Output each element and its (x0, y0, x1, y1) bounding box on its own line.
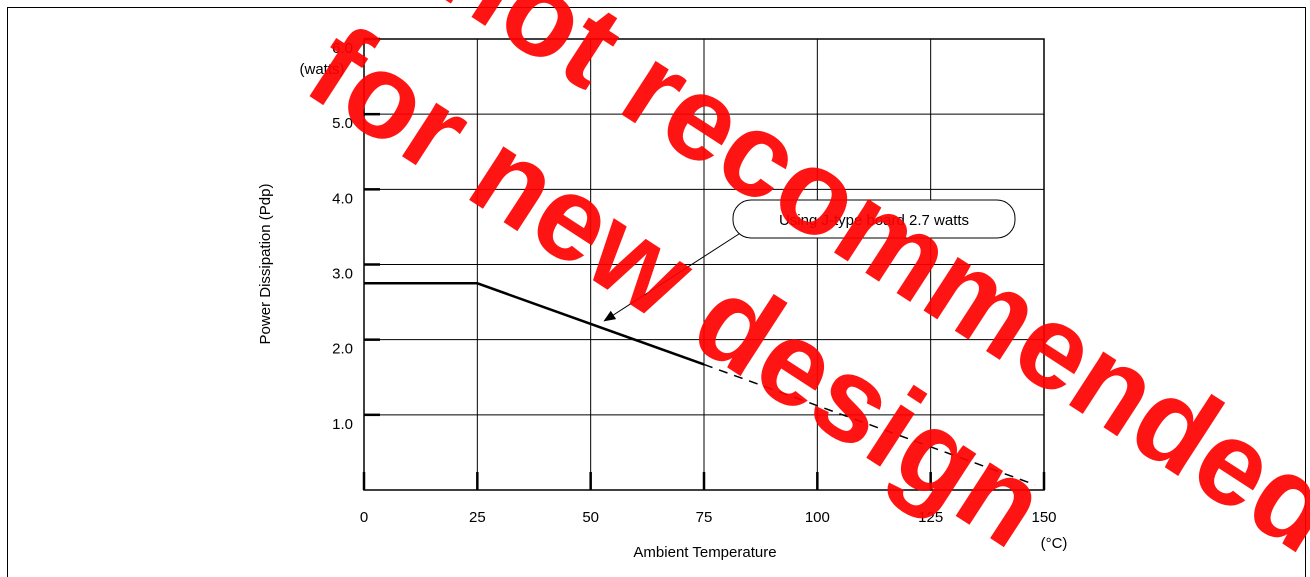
x-tick-label: 150 (1031, 509, 1056, 526)
x-tick-label: 0 (360, 509, 368, 526)
y-tick-labels: 1.0 2.0 3.0 4.0 5.0 6.0 (332, 40, 353, 433)
series-group (364, 282, 1036, 486)
x-tick-label: 25 (469, 509, 486, 526)
derating-line-dashed (703, 363, 1036, 486)
y-tick-label: 5.0 (332, 115, 353, 132)
chart-frame (7, 7, 1306, 577)
y-tick-label: 6.0 (332, 40, 353, 57)
x-tick-label: 100 (805, 509, 830, 526)
x-tick-labels: 0 25 50 75 100 125 150 (360, 509, 1057, 526)
y-tick-label: 3.0 (332, 266, 353, 283)
x-axis-label: Ambient Temperature (633, 544, 776, 561)
x-unit-label: (°C) (1041, 535, 1068, 552)
x-tick-label: 50 (582, 509, 599, 526)
y-tick-label: 1.0 (332, 416, 353, 433)
annotation-box (732, 199, 1016, 239)
axis-ticks (362, 37, 1046, 490)
y-tick-label: 2.0 (332, 341, 353, 358)
annotation: Using J-type board 2.7 watts (603, 199, 1016, 322)
y-tick-label: 4.0 (332, 190, 353, 207)
x-tick-label: 125 (918, 509, 943, 526)
x-tick-label: 75 (696, 509, 713, 526)
annotation-arrow (603, 231, 743, 322)
y-unit-label: (watts) (300, 61, 345, 78)
y-axis-label: Power Dissipation (Pdp) (257, 184, 274, 345)
derating-line-solid (364, 282, 705, 366)
gridlines (364, 39, 1044, 490)
annotation-text: Using J-type board 2.7 watts (779, 212, 969, 229)
